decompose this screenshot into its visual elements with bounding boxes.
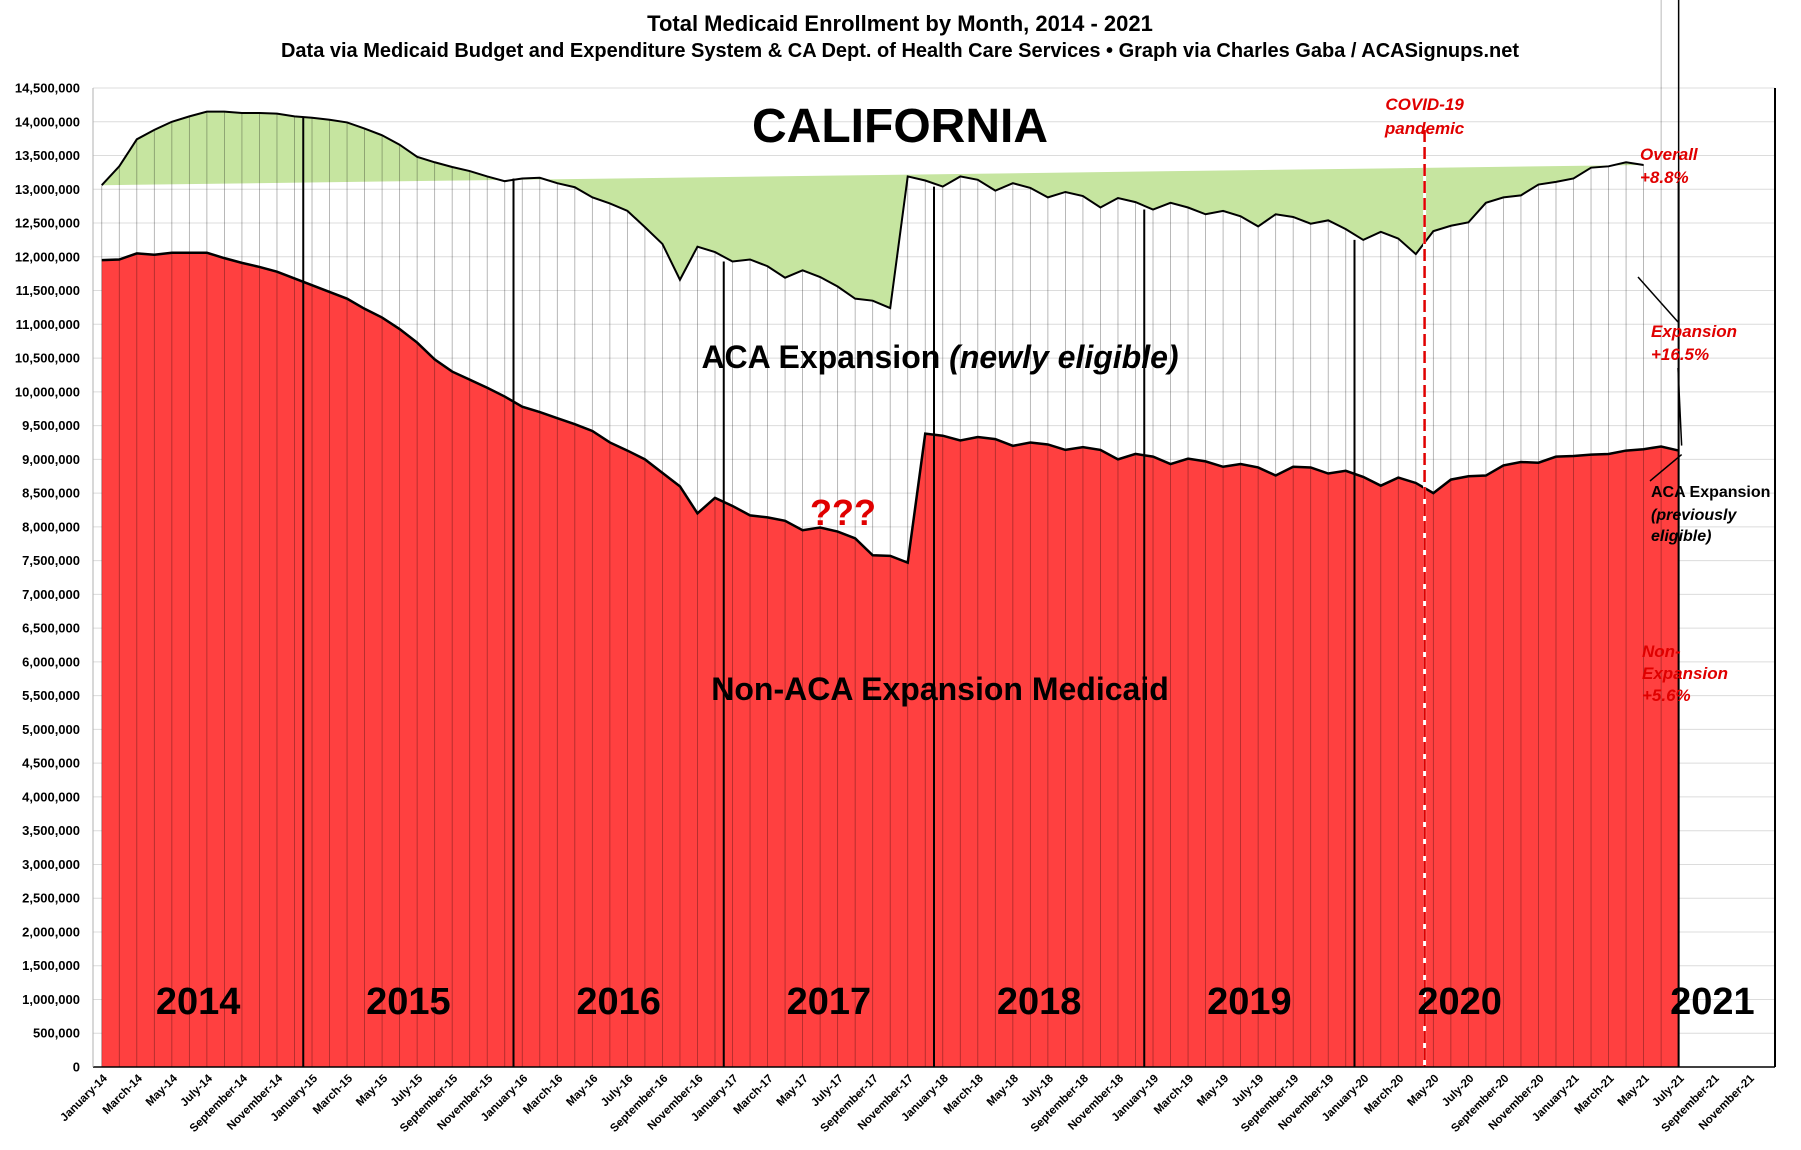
y-tick-label: 7,000,000 [22,587,80,602]
y-tick-label: 12,500,000 [15,216,80,231]
year-label: 2017 [787,981,872,1023]
y-tick-label: 6,000,000 [22,654,80,669]
y-tick-label: 14,500,000 [15,81,80,96]
y-tick-label: 13,000,000 [15,182,80,197]
y-tick-label: 2,000,000 [22,924,80,939]
non-expansion-change-label: Expansion [1642,664,1728,683]
expansion-change-label: Expansion [1651,322,1737,341]
y-tick-label: 3,500,000 [22,823,80,838]
x-tick-label: May-14 [144,1072,180,1108]
chart-title: Total Medicaid Enrollment by Month, 2014… [647,11,1153,36]
y-tick-label: 11,000,000 [16,317,80,332]
y-tick-label: 5,500,000 [22,688,80,703]
year-label: 2019 [1207,981,1292,1023]
y-tick-label: 9,000,000 [22,452,80,467]
x-tick-label: May-21 [1616,1072,1652,1108]
y-tick-label: 8,000,000 [22,519,80,534]
state-label: CALIFORNIA [752,100,1048,153]
non-expansion-line [101,251,1679,565]
y-tick-label: 13,500,000 [15,148,80,163]
y-tick-label: 8,500,000 [22,486,80,501]
x-tick-label: May-15 [354,1072,390,1108]
expansion-label-italic: (newly eligible) [949,339,1178,375]
y-tick-label: 0 [73,1060,80,1075]
year-label: 2014 [156,981,241,1023]
expansion-region-label: ACA Expansion (newly eligible) [701,339,1178,375]
non-aca-expansion-area [101,252,1679,1067]
y-tick-label: 9,500,000 [22,418,80,433]
year-label: 2020 [1417,981,1502,1023]
y-tick-label: 3,000,000 [22,857,80,872]
expansion-pointer [1637,276,1679,323]
covid-label: pandemic [1384,119,1465,138]
year-label: 2018 [997,981,1082,1023]
x-tick-label: January-14 [58,1072,110,1124]
y-tick-label: 5,000,000 [22,722,80,737]
prev-eligible-label: ACA Expansion [1651,484,1770,501]
prev-eligible-pointer [1649,453,1683,482]
y-tick-label: 4,000,000 [22,789,80,804]
x-tick-label: May-19 [1195,1073,1231,1109]
non-expansion-change-value: +5.6% [1642,686,1691,705]
x-tick-label: May-20 [1405,1073,1441,1109]
y-tick-label: 7,500,000 [22,553,80,568]
expansion-change-value: +16.5% [1651,345,1709,364]
non-expansion-change-label: Non- [1642,642,1681,661]
prev-eligible-label: (previously [1651,507,1737,524]
y-tick-label: 2,500,000 [22,891,80,906]
overall-change-value: +8.8% [1640,168,1689,187]
year-label: 2016 [576,981,661,1023]
y-tick-label: 6,500,000 [22,621,80,636]
aca-expansion-area [101,111,1644,309]
y-tick-label: 10,000,000 [15,384,80,399]
y-tick-label: 14,000,000 [15,114,80,129]
year-label: 2021 [1670,981,1755,1023]
labels: 2014 2015 2016 2017 2018 2019 2020 2021 CALIFORN… [156,95,1771,1023]
area-series [101,111,1679,1067]
pointer-line [1677,367,1683,446]
y-tick-label: 4,500,000 [22,756,80,771]
y-tick-label: 10,500,000 [15,351,80,366]
covid-label: COVID-19 [1385,95,1464,114]
question-marks: ??? [810,492,876,533]
total-line [101,110,1644,310]
x-tick-label: May-16 [564,1073,600,1109]
y-tick-label: 1,500,000 [22,958,80,973]
y-tick-label: 11,500,000 [16,283,80,298]
y-tick-label: 12,000,000 [15,249,80,264]
x-tick-label: May-18 [985,1072,1021,1108]
year-label: 2015 [366,981,451,1023]
x-tick-label: May-17 [775,1073,811,1109]
overall-change-label: Overall [1640,145,1699,164]
prev-eligible-label: eligible) [1651,528,1711,545]
y-tick-label: 1,000,000 [22,992,80,1007]
expansion-label-text: ACA Expansion [701,339,949,375]
non-expansion-region-label: Non-ACA Expansion Medicaid [711,671,1169,707]
chart-subtitle: Data via Medicaid Budget and Expenditure… [281,40,1519,62]
monthly-column-lines [101,0,1776,1067]
y-tick-label: 500,000 [33,1026,80,1041]
